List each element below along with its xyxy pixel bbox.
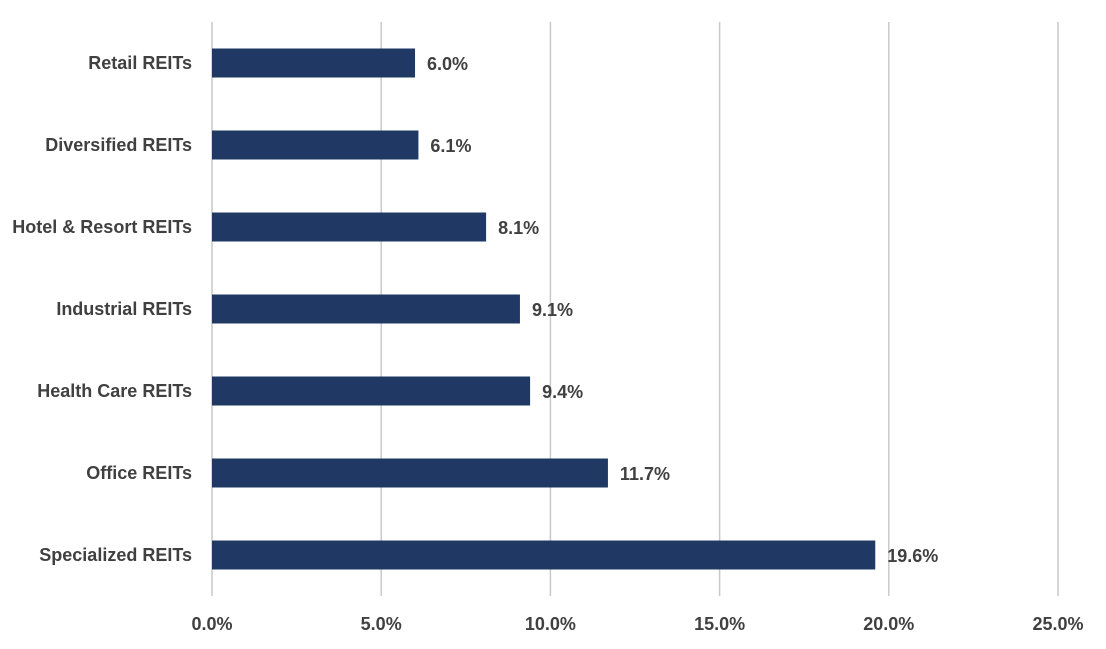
bar bbox=[212, 212, 487, 242]
category-label: Industrial REITs bbox=[56, 299, 192, 319]
category-labels: Retail REITs Diversified REITs Hotel & Res… bbox=[12, 53, 192, 565]
data-labels: 6.0% 6.1% 8.1% 9.1% 9.4% 11.7% 19.6% bbox=[427, 54, 938, 566]
x-tick-label: 15.0% bbox=[694, 614, 745, 634]
x-tick-label: 5.0% bbox=[361, 614, 402, 634]
bar bbox=[212, 294, 520, 324]
category-label: Diversified REITs bbox=[45, 135, 192, 155]
category-label: Retail REITs bbox=[88, 53, 192, 73]
bar bbox=[212, 540, 876, 570]
data-label: 19.6% bbox=[887, 546, 938, 566]
x-tick-label: 20.0% bbox=[863, 614, 914, 634]
bar bbox=[212, 130, 419, 160]
bars bbox=[212, 48, 876, 570]
bar bbox=[212, 458, 608, 488]
data-label: 6.0% bbox=[427, 54, 468, 74]
data-label: 6.1% bbox=[430, 136, 471, 156]
bar bbox=[212, 48, 416, 78]
bar bbox=[212, 376, 531, 406]
category-label: Specialized REITs bbox=[39, 545, 192, 565]
category-label: Health Care REITs bbox=[37, 381, 192, 401]
data-label: 9.1% bbox=[532, 300, 573, 320]
data-label: 8.1% bbox=[498, 218, 539, 238]
x-axis-tick-labels: 0.0% 5.0% 10.0% 15.0% 20.0% 25.0% bbox=[191, 614, 1083, 634]
category-label: Office REITs bbox=[86, 463, 192, 483]
x-tick-label: 25.0% bbox=[1032, 614, 1083, 634]
data-label: 9.4% bbox=[542, 382, 583, 402]
data-label: 11.7% bbox=[620, 464, 670, 484]
x-tick-label: 0.0% bbox=[191, 614, 232, 634]
category-label: Hotel & Resort REITs bbox=[12, 217, 192, 237]
gridlines bbox=[211, 22, 1059, 596]
x-tick-label: 10.0% bbox=[525, 614, 576, 634]
